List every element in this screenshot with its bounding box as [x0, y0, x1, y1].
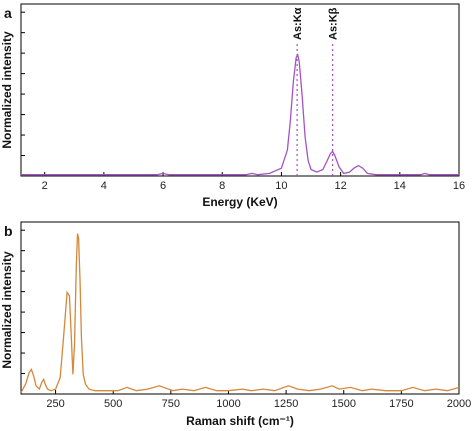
panel-b-x-ticks: 250 500 750 1000 1250 1500 1750 2000	[46, 390, 471, 410]
panel-a-letter: a	[4, 5, 12, 21]
panel-a: a 2 4 6 8 10 12 14 16 As:Kα As:Kβ Energy (KeV) N…	[0, 3, 465, 209]
panel-b-series-line	[20, 233, 460, 393]
panel-b-plot-frame	[20, 221, 460, 395]
panel-a-x-tick-label: 10	[275, 180, 287, 192]
panel-b-x-tick-label: 500	[104, 398, 122, 410]
panel-b-x-tick-label: 1250	[274, 398, 298, 410]
panel-b-x-tick-label: 1500	[331, 398, 355, 410]
peak-label: As:Kα	[292, 7, 304, 40]
panel-a-x-tick-label: 8	[219, 180, 225, 192]
panel-b-x-axis-label: Raman shift (cm⁻¹)	[186, 414, 294, 428]
panel-b-y-ticks	[21, 229, 25, 375]
panel-b-x-tick-label: 1750	[389, 398, 413, 410]
panel-b-x-tick-label: 1000	[216, 398, 240, 410]
panel-a-plot-frame	[20, 3, 460, 177]
panel-b-x-tick-label: 250	[46, 398, 64, 410]
panel-b-x-tick-label: 2000	[447, 398, 471, 410]
panel-b-x-tick-label: 750	[162, 398, 180, 410]
panel-a-series-line	[21, 53, 459, 176]
panel-a-y-axis-label: Normalized intensity	[0, 31, 14, 149]
panel-a-x-tick-label: 6	[160, 180, 166, 192]
panel-b-y-axis-label: Normalized intensity	[0, 251, 14, 369]
panel-a-y-ticks	[21, 11, 25, 157]
panel-b-letter: b	[4, 223, 13, 239]
panel-a-x-axis-label: Energy (KeV)	[202, 195, 277, 209]
panel-a-x-tick-label: 2	[42, 180, 48, 192]
panel-a-x-tick-label: 16	[453, 180, 465, 192]
panel-a-x-tick-label: 14	[394, 180, 406, 192]
panel-b: b 250 500 750 1000 1250 1500 1750 2000 Raman sh…	[0, 221, 471, 428]
panel-a-x-tick-label: 4	[101, 180, 107, 192]
peak-label: As:Kβ	[328, 7, 340, 40]
panel-a-x-tick-label: 12	[334, 180, 346, 192]
panel-a-annotations: As:Kα As:Kβ	[292, 7, 340, 176]
